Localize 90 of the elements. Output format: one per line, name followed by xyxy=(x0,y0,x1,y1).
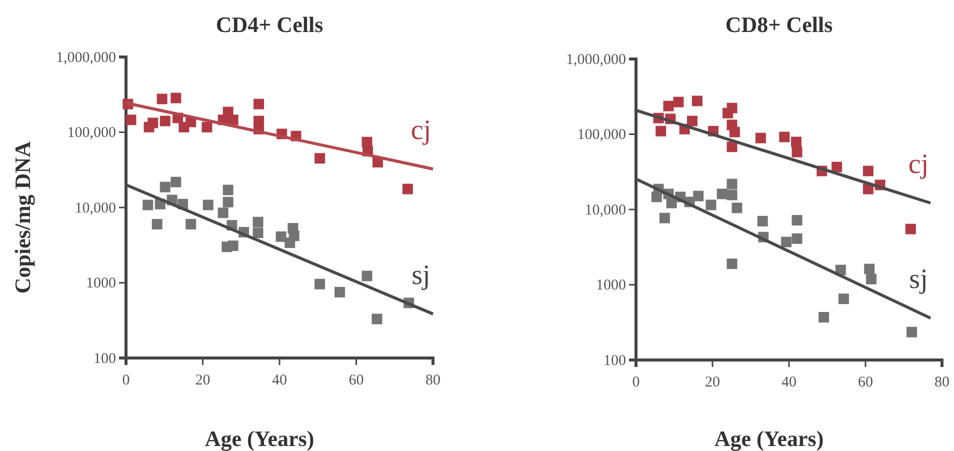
point xyxy=(792,146,802,158)
point xyxy=(252,216,264,228)
x-tick-label: 60 xyxy=(348,372,364,388)
point xyxy=(656,126,666,136)
x-tick-label: 60 xyxy=(858,374,873,390)
point xyxy=(222,196,234,208)
point xyxy=(218,208,228,218)
x-axis-title: Age (Years) xyxy=(204,426,314,451)
x-axis-title: Age (Years) xyxy=(714,426,824,451)
point xyxy=(160,182,170,192)
series-label: sj xyxy=(909,264,928,296)
point xyxy=(148,118,158,128)
point xyxy=(716,188,728,200)
point xyxy=(706,200,716,210)
point xyxy=(156,94,168,104)
point xyxy=(186,218,196,230)
point xyxy=(866,274,876,284)
point xyxy=(202,200,214,210)
point xyxy=(726,102,738,114)
point xyxy=(818,312,830,322)
point xyxy=(779,132,790,142)
y-tick-label: 1000 xyxy=(596,278,626,294)
series-label: sj xyxy=(412,260,430,291)
point xyxy=(693,190,704,202)
y-tick-label: 1000 xyxy=(86,276,116,292)
point xyxy=(792,233,802,244)
point xyxy=(862,184,874,194)
point xyxy=(726,190,738,200)
x-tick-label: 0 xyxy=(122,372,130,388)
point xyxy=(659,212,670,224)
point xyxy=(142,200,154,210)
x-tick-label: 40 xyxy=(782,374,796,390)
y-tick-label: 100,000 xyxy=(67,125,116,142)
point xyxy=(755,132,766,144)
point xyxy=(170,92,182,104)
series-label: cj xyxy=(908,149,929,180)
point xyxy=(362,270,372,282)
x-tick-label: 80 xyxy=(426,372,440,388)
point xyxy=(781,236,792,248)
point xyxy=(862,166,874,176)
x-tick-label: 20 xyxy=(195,372,210,388)
point xyxy=(288,230,300,242)
point xyxy=(228,114,238,126)
point xyxy=(792,214,802,226)
point xyxy=(222,184,234,196)
chart-title: CD8+ Cells xyxy=(725,12,834,37)
point xyxy=(160,116,170,126)
point xyxy=(402,184,413,194)
point xyxy=(663,100,674,112)
point xyxy=(252,228,264,238)
y-tick-label: 10,000 xyxy=(74,200,116,216)
point xyxy=(906,326,918,338)
series-label: cj xyxy=(410,114,432,146)
point xyxy=(170,176,182,188)
point xyxy=(838,294,849,304)
point xyxy=(673,96,684,108)
y-tick-label: 100 xyxy=(604,352,626,369)
point xyxy=(686,116,698,126)
point xyxy=(372,314,382,324)
y-axis-title: Copies/mg DNA xyxy=(10,141,35,294)
x-tick-label: 40 xyxy=(272,372,287,388)
chart-title: CD4+ Cells xyxy=(216,12,324,37)
y-tick-label: 100 xyxy=(94,350,116,367)
point xyxy=(314,278,326,290)
point xyxy=(757,216,768,226)
y-tick-label: 10,000 xyxy=(584,202,626,218)
point xyxy=(126,114,136,126)
point xyxy=(791,136,802,148)
x-tick-label: 20 xyxy=(705,374,720,390)
point xyxy=(314,153,326,164)
y-tick-label: 1,000,000 xyxy=(566,52,626,68)
point xyxy=(276,231,286,242)
point xyxy=(832,162,842,172)
point xyxy=(692,96,702,106)
point xyxy=(202,122,212,132)
point xyxy=(726,178,738,190)
point xyxy=(228,240,238,252)
point xyxy=(152,218,162,230)
y-tick-label: 1,000,000 xyxy=(56,50,116,66)
point xyxy=(726,142,738,152)
point xyxy=(729,126,740,138)
point xyxy=(732,202,742,214)
point xyxy=(864,264,875,274)
x-tick-label: 0 xyxy=(632,374,640,390)
y-tick-label: 100,000 xyxy=(577,127,626,144)
point xyxy=(334,286,345,298)
point xyxy=(726,258,738,270)
x-tick-label: 80 xyxy=(934,374,950,390)
point xyxy=(905,224,916,234)
point xyxy=(254,98,264,110)
